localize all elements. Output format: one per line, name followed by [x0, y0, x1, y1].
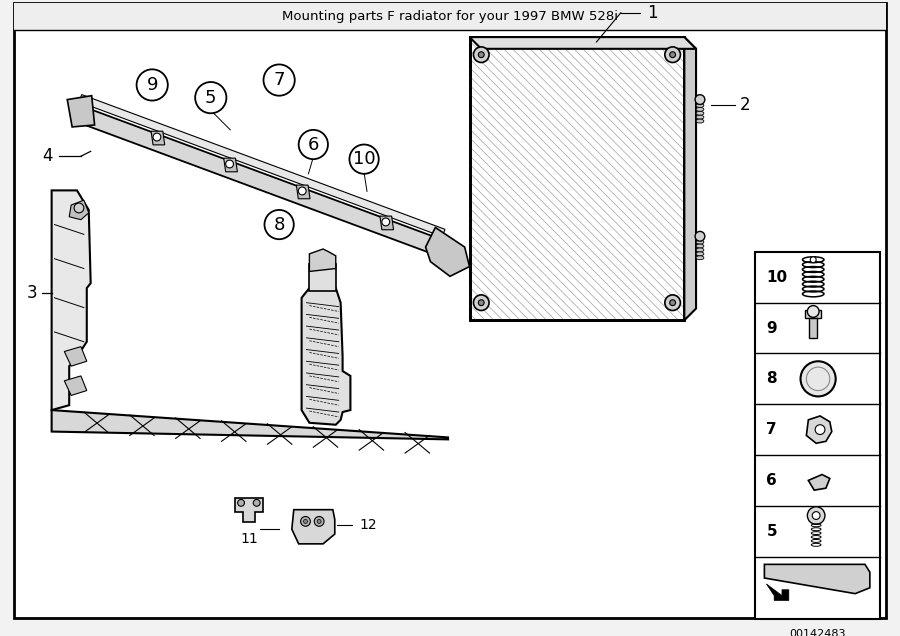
Bar: [470, 37, 684, 321]
Circle shape: [812, 511, 820, 520]
Circle shape: [478, 300, 484, 306]
Text: 12: 12: [359, 518, 377, 532]
Polygon shape: [72, 105, 441, 255]
Polygon shape: [426, 228, 470, 276]
Text: 9: 9: [767, 321, 777, 336]
Circle shape: [665, 295, 680, 310]
Text: 7: 7: [274, 71, 285, 89]
Circle shape: [226, 160, 233, 168]
Circle shape: [478, 52, 484, 58]
Text: 10: 10: [353, 150, 375, 168]
Text: Mounting parts F radiator for your 1997 BMW 528i: Mounting parts F radiator for your 1997 …: [282, 10, 618, 23]
Ellipse shape: [696, 252, 704, 256]
Polygon shape: [224, 158, 238, 172]
Polygon shape: [51, 410, 448, 439]
Circle shape: [303, 520, 308, 523]
Ellipse shape: [696, 111, 704, 115]
Text: 9: 9: [147, 76, 158, 94]
Polygon shape: [310, 249, 336, 272]
Polygon shape: [68, 95, 94, 127]
Ellipse shape: [696, 119, 704, 123]
Polygon shape: [69, 200, 89, 219]
Text: 11: 11: [240, 532, 257, 546]
Polygon shape: [380, 216, 393, 230]
Text: 8: 8: [274, 216, 284, 233]
Bar: [14, 3, 886, 31]
Circle shape: [349, 144, 379, 174]
Circle shape: [810, 257, 816, 263]
Text: 3: 3: [27, 284, 38, 302]
Bar: [470, 37, 684, 321]
Circle shape: [473, 47, 489, 62]
Ellipse shape: [696, 240, 704, 244]
Circle shape: [301, 516, 310, 526]
Polygon shape: [470, 37, 696, 49]
Polygon shape: [292, 509, 335, 544]
Circle shape: [382, 218, 390, 226]
Polygon shape: [767, 584, 788, 600]
Bar: [809, 318, 817, 338]
Text: 8: 8: [767, 371, 777, 386]
Circle shape: [670, 300, 676, 306]
Text: 2: 2: [740, 97, 751, 114]
Circle shape: [195, 82, 227, 113]
Text: 7: 7: [767, 422, 777, 437]
Text: 5: 5: [205, 88, 217, 107]
Circle shape: [317, 520, 321, 523]
Circle shape: [665, 47, 680, 62]
Circle shape: [314, 516, 324, 526]
Ellipse shape: [696, 104, 704, 107]
Ellipse shape: [696, 244, 704, 248]
Circle shape: [153, 133, 161, 141]
Circle shape: [695, 95, 705, 104]
Text: 5: 5: [767, 523, 777, 539]
Text: 10: 10: [767, 270, 788, 285]
Polygon shape: [764, 564, 870, 593]
Polygon shape: [151, 131, 165, 145]
Circle shape: [807, 507, 825, 524]
Circle shape: [807, 306, 819, 317]
Text: 4: 4: [42, 147, 53, 165]
Ellipse shape: [696, 256, 704, 259]
Circle shape: [253, 499, 260, 506]
Ellipse shape: [696, 248, 704, 252]
Polygon shape: [806, 416, 832, 443]
Polygon shape: [235, 498, 263, 522]
Bar: [806, 310, 821, 318]
Polygon shape: [684, 37, 696, 321]
Circle shape: [264, 64, 295, 95]
Ellipse shape: [696, 115, 704, 119]
Circle shape: [137, 69, 167, 100]
Circle shape: [815, 425, 825, 434]
Circle shape: [74, 203, 84, 213]
Polygon shape: [310, 264, 336, 291]
Polygon shape: [302, 288, 350, 425]
Circle shape: [299, 130, 328, 159]
Polygon shape: [51, 190, 91, 410]
Polygon shape: [64, 376, 86, 396]
Ellipse shape: [696, 107, 704, 111]
Circle shape: [670, 52, 676, 58]
Text: 6: 6: [767, 473, 777, 488]
Circle shape: [238, 499, 245, 506]
Polygon shape: [79, 95, 445, 237]
Text: 6: 6: [308, 135, 319, 153]
Polygon shape: [64, 347, 86, 366]
Circle shape: [298, 187, 306, 195]
Polygon shape: [296, 185, 310, 199]
Circle shape: [800, 361, 836, 396]
Circle shape: [695, 232, 705, 241]
Circle shape: [473, 295, 489, 310]
Circle shape: [265, 210, 293, 239]
Bar: [754, 252, 879, 619]
Text: 00142483: 00142483: [789, 628, 845, 636]
Polygon shape: [808, 474, 830, 490]
Text: 1: 1: [647, 4, 658, 22]
